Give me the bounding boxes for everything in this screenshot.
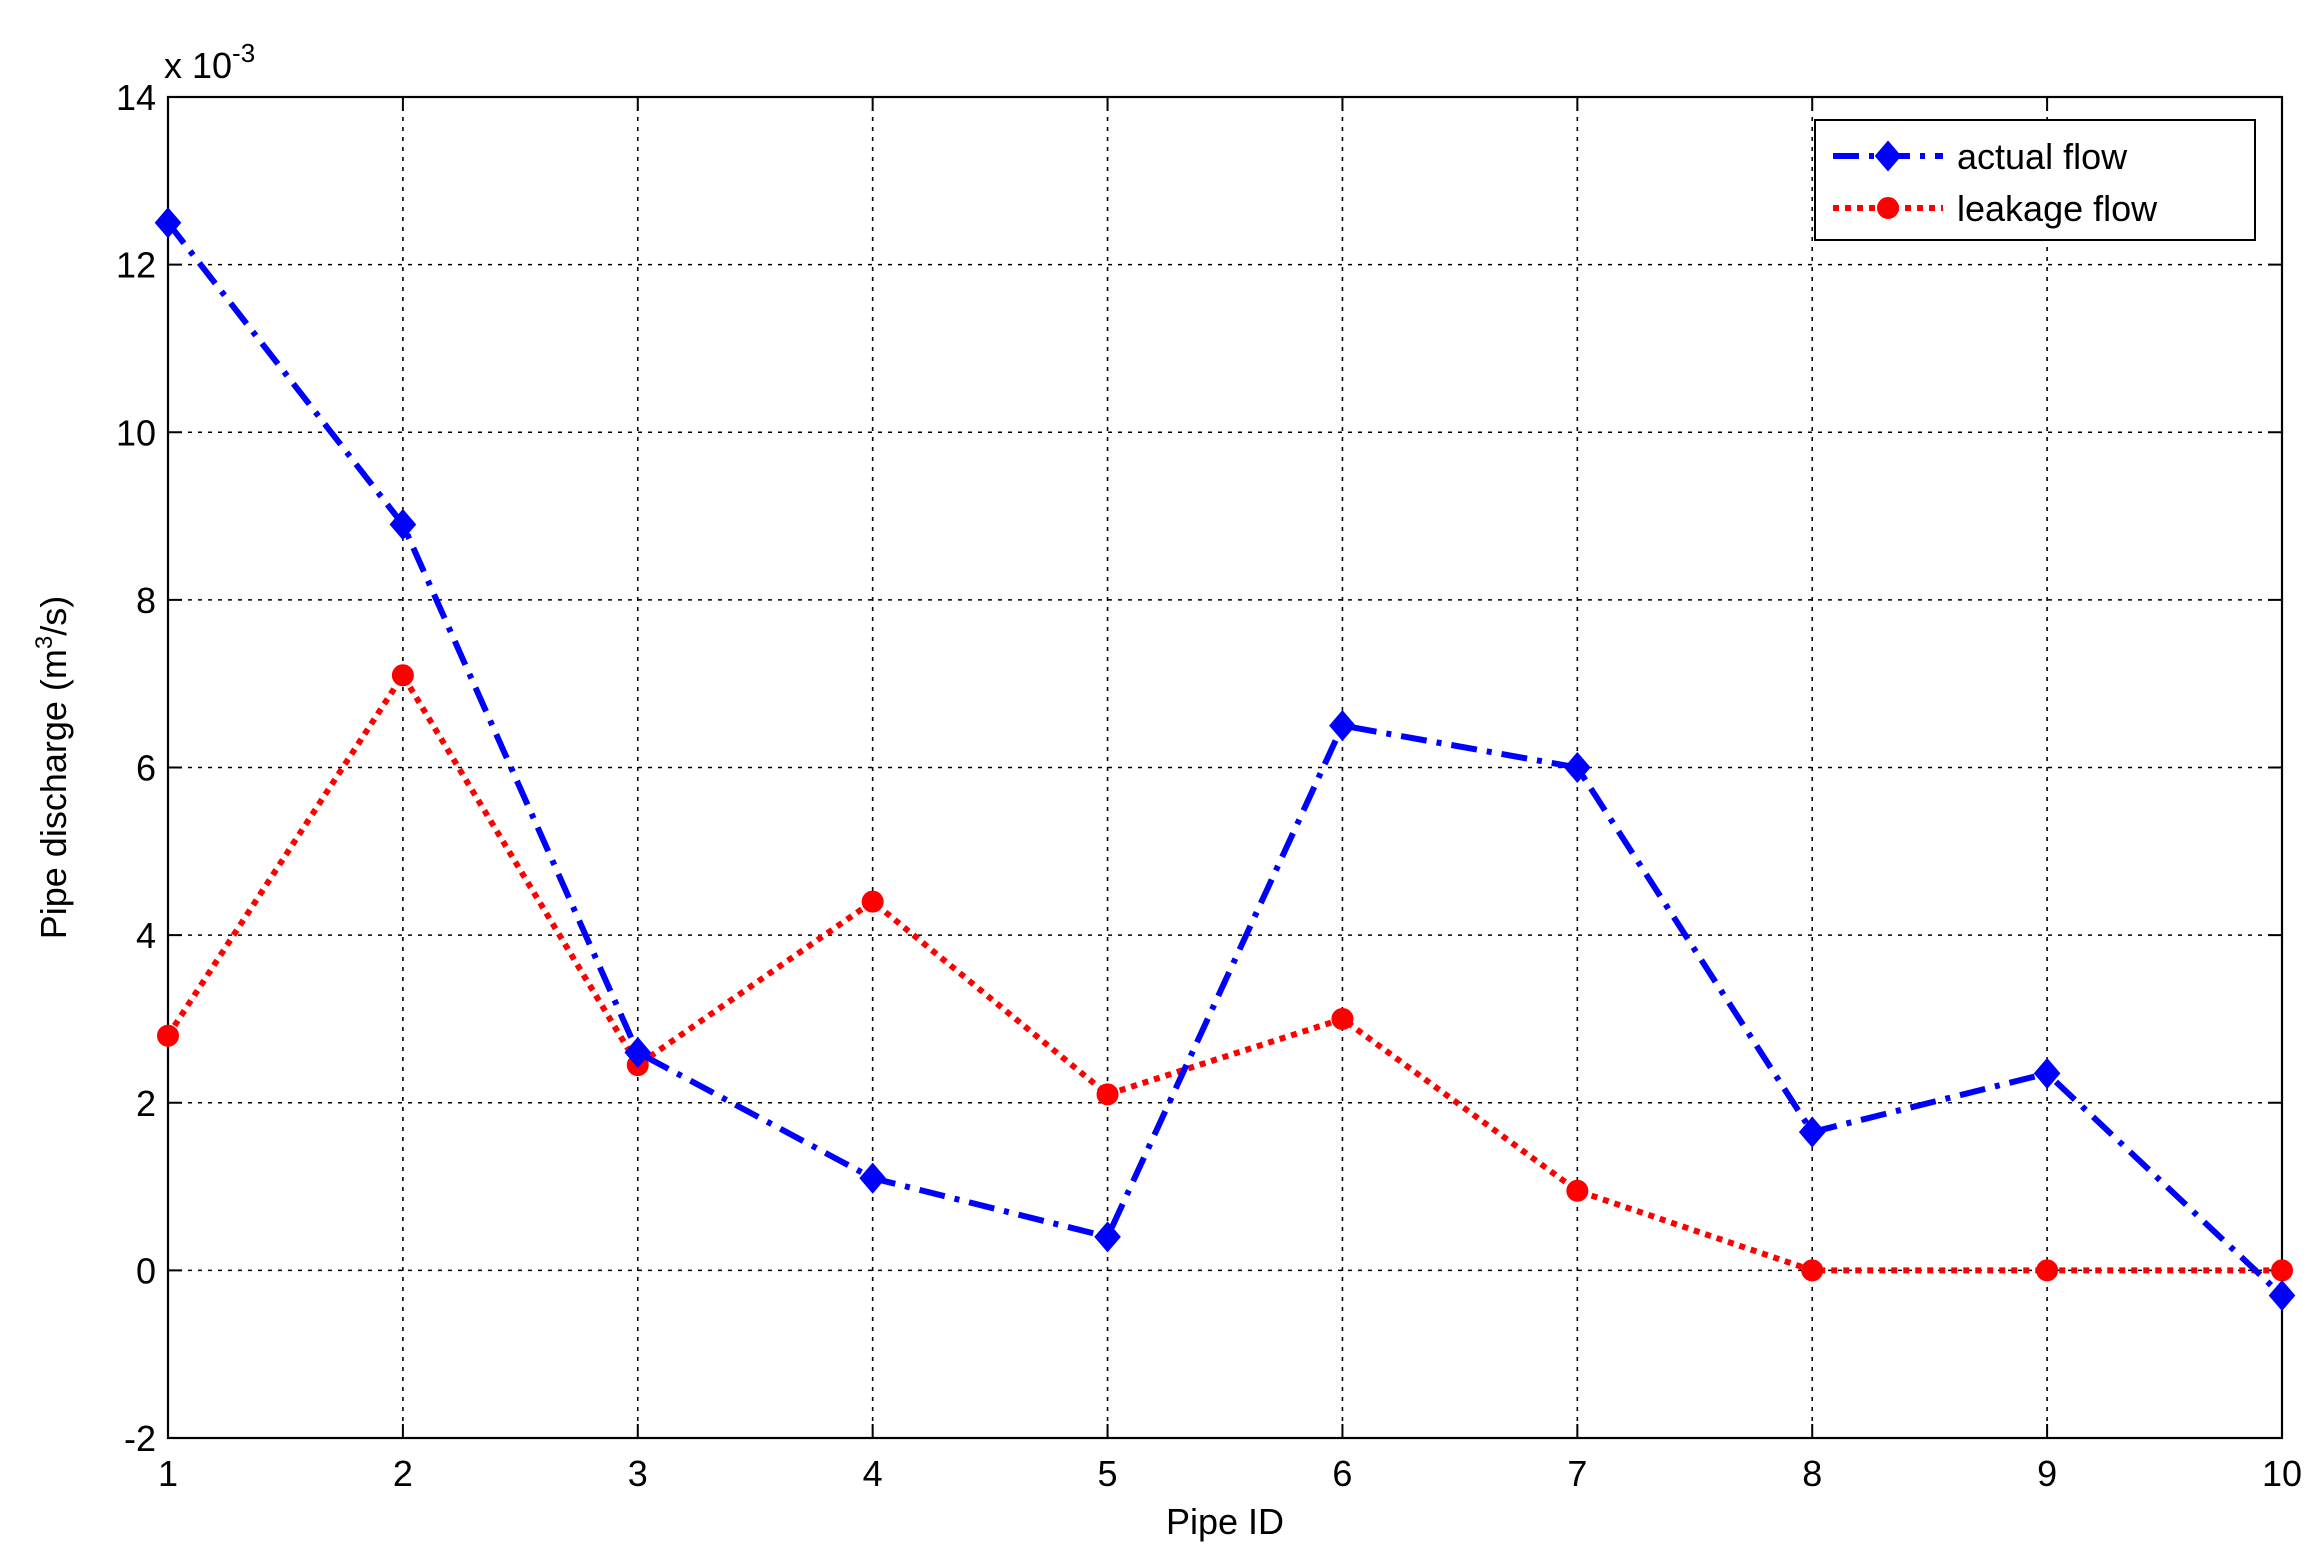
x-tick-label: 5 (1098, 1453, 1118, 1494)
data-point-leakage-flow (391, 664, 414, 687)
series-layer (154, 207, 2296, 1312)
x-tick-label: 9 (2037, 1453, 2057, 1494)
data-point-leakage-flow (2036, 1259, 2059, 1282)
y-tick-label: 10 (116, 412, 156, 453)
data-point-leakage-flow (1566, 1179, 1589, 1202)
series-leakage-flow (157, 664, 2293, 1282)
y-axis-title-main: Pipe discharge (m (33, 649, 74, 939)
y-axis-title: Pipe discharge (m3/s) (31, 596, 74, 940)
x-tick-label: 3 (628, 1453, 648, 1494)
data-point-leakage-flow (157, 1024, 179, 1047)
x-tick-label: 8 (1802, 1453, 1822, 1494)
y-tick-label: 4 (136, 915, 156, 956)
y-tick-label: 14 (116, 77, 156, 118)
series-line-actual-flow (165, 220, 2285, 1298)
y-tick-label: 8 (136, 580, 156, 621)
grid-lines (168, 97, 2282, 1438)
x-tick-label: 1 (158, 1453, 178, 1494)
legend-marker-actual-flow (1874, 140, 1902, 172)
x-tick-label: 2 (393, 1453, 413, 1494)
data-point-leakage-flow (1096, 1083, 1119, 1106)
legend: actual flow leakage flow (1814, 119, 2256, 241)
y-tick-label: 6 (136, 748, 156, 789)
y-tick-label: -2 (124, 1418, 156, 1459)
x-tick-label: 10 (2262, 1453, 2302, 1494)
legend-box (1814, 119, 2256, 241)
legend-marker-leakage-flow (1877, 197, 1899, 219)
data-point-actual-flow (154, 207, 182, 239)
legend-entry-actual-flow: actual flow (1833, 136, 2128, 177)
series-line-leakage-flow (165, 672, 2282, 1274)
data-point-leakage-flow (861, 890, 884, 913)
series-actual-flow (154, 207, 2296, 1312)
data-point-actual-flow (1798, 1116, 1826, 1148)
y-axis-title-superscript: 3 (31, 636, 58, 649)
data-point-leakage-flow (2271, 1259, 2293, 1282)
data-point-actual-flow (2268, 1279, 2296, 1312)
legend-entry-leakage-flow: leakage flow (1833, 188, 2158, 229)
y-tick-label: 12 (116, 245, 156, 286)
legend-label-actual-flow: actual flow (1957, 136, 2128, 177)
data-point-actual-flow (389, 508, 417, 540)
legend-label-leakage-flow: leakage flow (1957, 188, 2158, 229)
y-axis-title-end: /s) (33, 596, 74, 636)
data-point-actual-flow (1564, 751, 1591, 784)
data-point-actual-flow (624, 1036, 652, 1068)
data-point-actual-flow (2033, 1057, 2061, 1089)
y-tick-label: 0 (136, 1250, 156, 1291)
x-tick-label: 4 (863, 1453, 883, 1494)
x-tick-label: 7 (1567, 1453, 1587, 1494)
y-tick-label: 2 (136, 1083, 156, 1124)
y-axis-multiplier-base: x 10 (164, 45, 232, 86)
data-point-actual-flow (1094, 1221, 1121, 1253)
x-tick-label: 6 (1332, 1453, 1352, 1494)
y-axis-multiplier-exponent: -3 (232, 38, 255, 68)
data-point-actual-flow (859, 1162, 886, 1194)
legend-entries: actual flow leakage flow (1833, 136, 2158, 229)
data-point-leakage-flow (1331, 1007, 1354, 1030)
x-axis-title: Pipe ID (1166, 1501, 1284, 1542)
y-axis-multiplier: x 10-3 (164, 38, 255, 86)
data-point-leakage-flow (1801, 1259, 1824, 1282)
data-point-actual-flow (1329, 710, 1356, 742)
